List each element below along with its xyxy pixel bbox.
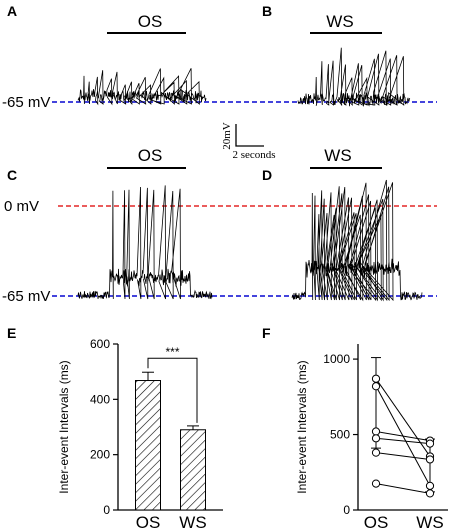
f-y-tick-label-0: 0	[343, 503, 350, 517]
trace-d	[291, 179, 423, 302]
zero-label-cd: 0 mV	[4, 198, 39, 215]
f-category-ws: WS	[416, 513, 443, 528]
f-point-2-0	[371, 427, 381, 436]
e-significance-marker: ***	[165, 345, 179, 359]
trace-a	[77, 68, 207, 106]
e-bar-os	[135, 380, 161, 511]
panel-label-f: F	[262, 325, 271, 341]
scale-voltage-label: 20mV	[221, 122, 233, 150]
f-point-5-0	[371, 479, 381, 488]
e-bar-ws	[180, 429, 206, 511]
scale-time-label: 2 seconds	[232, 149, 275, 161]
f-series-line-3	[375, 437, 431, 445]
resting-label-cd: -65 mV	[2, 288, 50, 305]
f-point-3-0	[371, 434, 381, 443]
e-y-axis-label: Inter-event Intervals (ms)	[57, 360, 71, 493]
panel-label-b: B	[262, 3, 272, 19]
e-significance-bracket	[147, 357, 198, 423]
resting-label-ab: -65 mV	[2, 94, 50, 111]
f-series-line-2	[375, 431, 431, 442]
f-category-os: OS	[364, 513, 389, 528]
f-point-4-0	[371, 448, 381, 457]
e-y-tick-label-3: 600	[90, 337, 110, 351]
f-point-5-1	[425, 489, 435, 498]
f-series-line-0	[375, 378, 431, 457]
f-point-1-0	[371, 382, 381, 391]
f-series-line-5	[375, 483, 431, 494]
panel-f-paired-chart: 0 500 1000 OS WS Inter-event Intervals (ms…	[295, 344, 448, 528]
e-category-ws: WS	[179, 513, 206, 528]
panel-label-e: E	[7, 325, 16, 341]
panel-e-bar-chart: 0 200 400 600 OS WS Inter-event Intervals (…	[57, 337, 223, 528]
panel-label-d: D	[262, 167, 272, 183]
stim-label-d: WS	[324, 146, 351, 165]
f-point-3-1	[425, 439, 435, 448]
e-y-tick-label-0: 0	[103, 503, 110, 517]
e-y-tick-label-2: 400	[90, 392, 110, 406]
stim-label-a: OS	[138, 12, 163, 31]
f-series-line-4	[375, 452, 431, 460]
f-point-1-1	[425, 481, 435, 490]
f-y-axis-label: Inter-event Intervals (ms)	[295, 360, 309, 493]
f-point-4-1	[425, 455, 435, 464]
f-y-tick-label-1: 500	[330, 428, 350, 442]
stim-label-b: WS	[326, 12, 353, 31]
stim-label-c: OS	[138, 146, 163, 165]
f-y-tick-label-2: 1000	[323, 352, 350, 366]
e-category-os: OS	[136, 513, 161, 528]
panel-label-c: C	[7, 167, 17, 183]
f-point-0-0	[371, 374, 381, 383]
trace-c	[77, 185, 213, 300]
scale-bar	[235, 124, 264, 147]
trace-b	[297, 47, 411, 107]
panel-label-a: A	[7, 3, 17, 19]
e-y-tick-label-1: 200	[90, 448, 110, 462]
